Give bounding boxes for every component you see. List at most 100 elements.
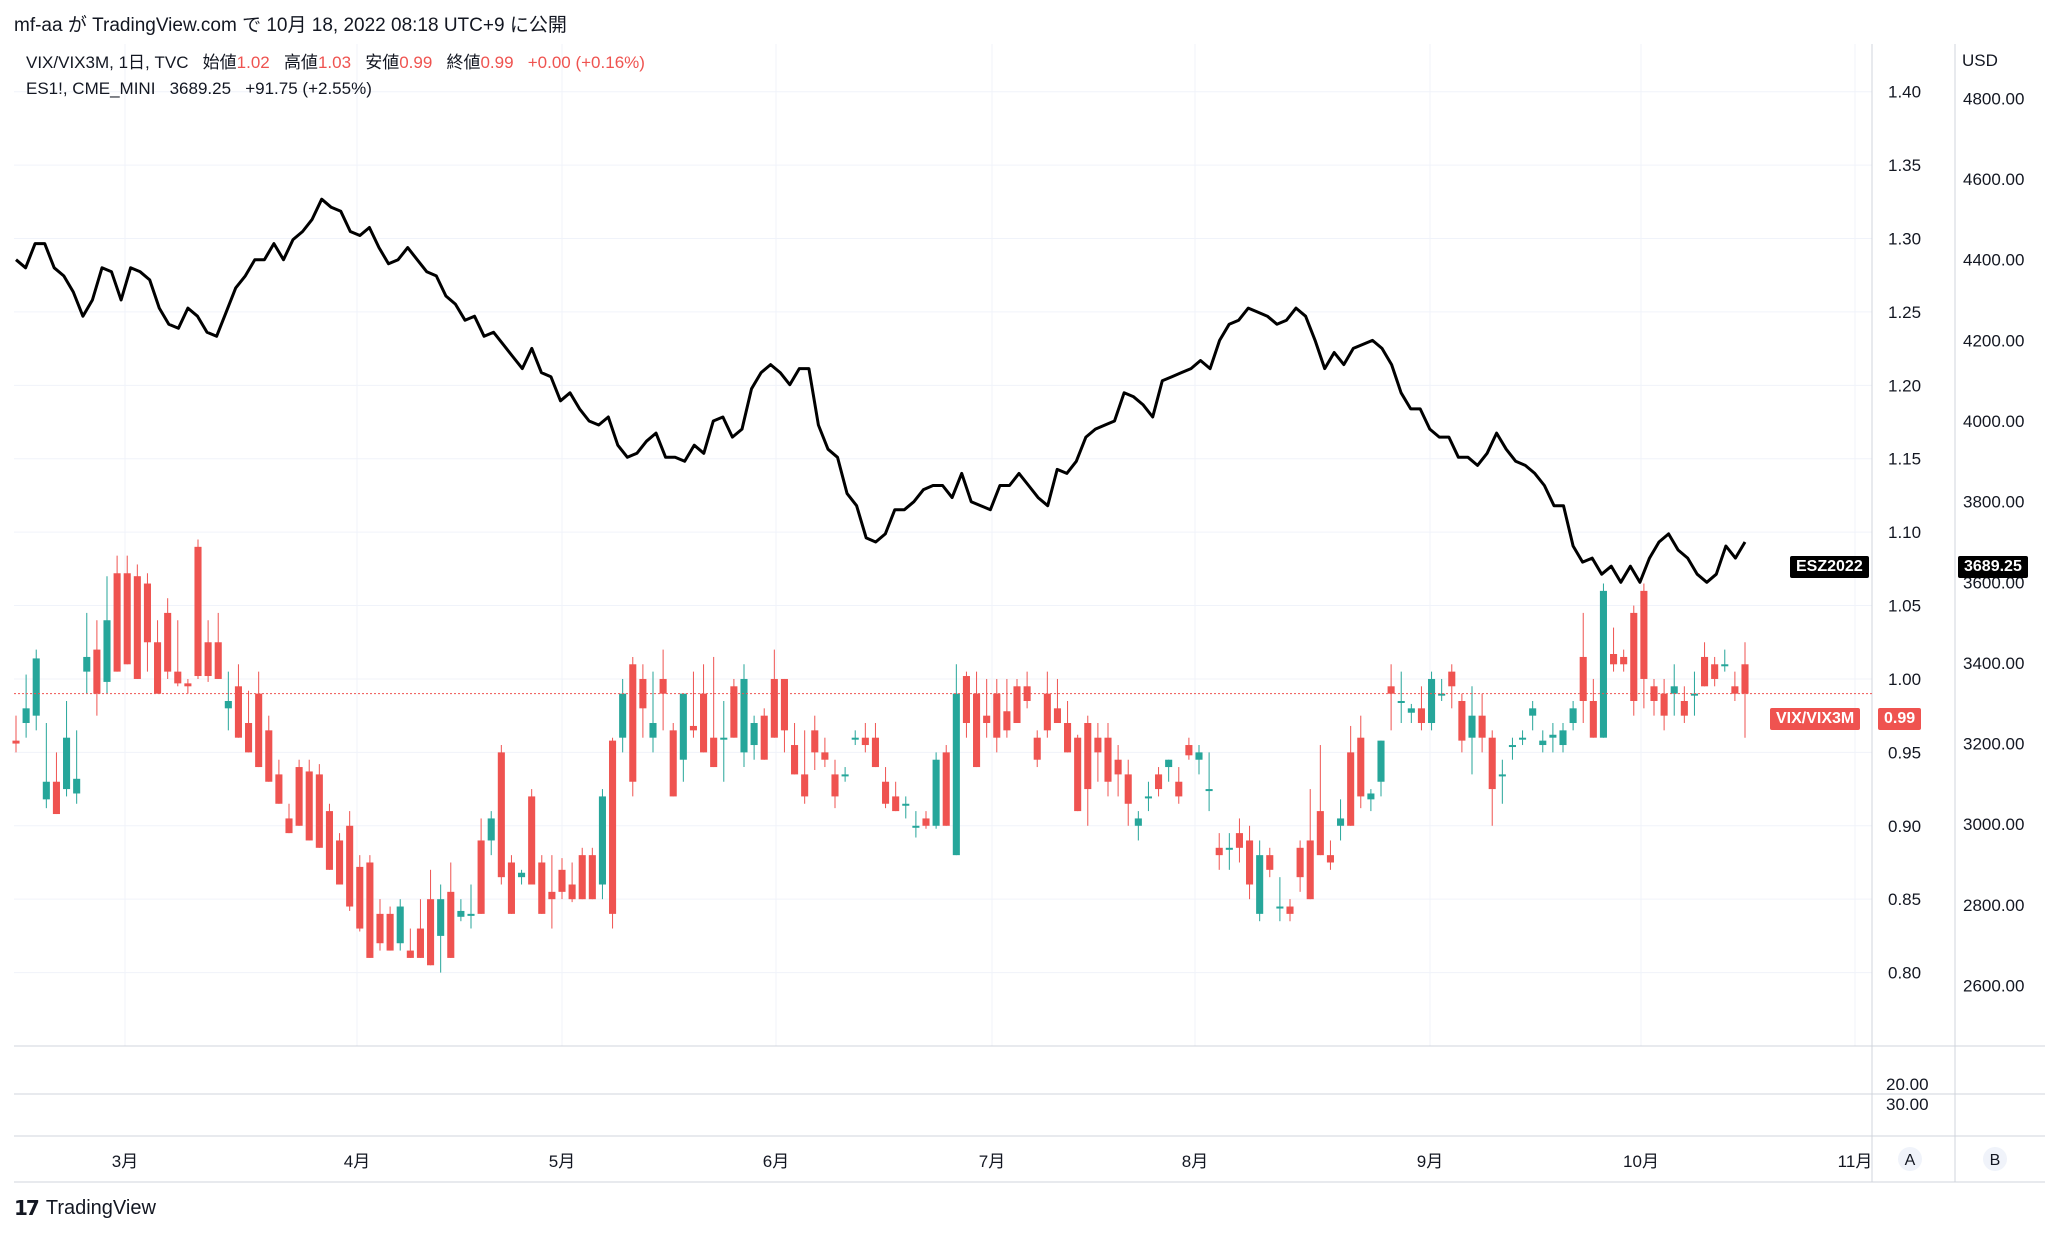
candle-body bbox=[942, 752, 950, 826]
candle bbox=[447, 862, 455, 958]
candle-body bbox=[821, 752, 829, 760]
scale-b-label[interactable]: B bbox=[1990, 1152, 2001, 1169]
candle-body bbox=[619, 693, 627, 738]
candle bbox=[1569, 700, 1577, 731]
candle-body bbox=[224, 700, 232, 709]
candle bbox=[750, 715, 758, 760]
candle-body bbox=[851, 737, 859, 740]
candle-body bbox=[83, 656, 91, 672]
candle bbox=[1438, 678, 1446, 701]
candle bbox=[346, 811, 354, 911]
candle-body bbox=[1579, 656, 1587, 701]
candle-body bbox=[1084, 723, 1092, 790]
candle bbox=[42, 723, 50, 809]
candle bbox=[851, 730, 859, 746]
legend-main-symbol[interactable]: VIX/VIX3M, 1日, TVC bbox=[26, 53, 189, 72]
ratio-tick-label: 0.80 bbox=[1888, 964, 1921, 983]
candle-body bbox=[1488, 737, 1496, 790]
candle bbox=[1367, 789, 1375, 812]
ratio-tick-label: 1.30 bbox=[1888, 230, 1921, 249]
tradingview-logo[interactable]: 17 TradingView bbox=[14, 1196, 156, 1220]
candle-body bbox=[1711, 664, 1719, 679]
price-tick-label: 2600.00 bbox=[1963, 977, 2024, 996]
candle bbox=[1458, 693, 1466, 753]
price-tick-label: 3000.00 bbox=[1963, 815, 2024, 834]
candle bbox=[558, 858, 566, 900]
candle-body bbox=[123, 573, 131, 665]
grid-lines bbox=[14, 44, 1872, 1046]
candle-body bbox=[427, 899, 435, 966]
candle-body bbox=[730, 686, 738, 738]
candle-body bbox=[952, 693, 960, 856]
candle bbox=[588, 847, 596, 900]
candle-body bbox=[1680, 700, 1688, 716]
candle-body bbox=[1074, 737, 1082, 812]
candle bbox=[1094, 723, 1102, 782]
time-tick-label: 10月 bbox=[1623, 1152, 1659, 1171]
candle bbox=[1620, 649, 1628, 672]
time-tick-label: 5月 bbox=[549, 1152, 575, 1171]
candle bbox=[1235, 818, 1243, 863]
candle bbox=[659, 649, 667, 731]
candle-body bbox=[578, 855, 586, 900]
candle-body bbox=[588, 855, 596, 900]
candle-body bbox=[1690, 693, 1698, 696]
candle bbox=[1306, 789, 1314, 900]
candle bbox=[922, 811, 930, 829]
candle bbox=[133, 564, 141, 679]
candle-body bbox=[346, 825, 354, 907]
time-axis-ticks: 3月 4月 5月 6月 7月 8月 9月 10月 11月 bbox=[112, 1152, 1873, 1171]
candle bbox=[103, 576, 111, 694]
candle-body bbox=[1539, 740, 1547, 746]
price-tick-label: 3600.00 bbox=[1963, 573, 2024, 592]
candle-body bbox=[1559, 730, 1567, 746]
time-tick-label: 8月 bbox=[1182, 1152, 1208, 1171]
candle bbox=[386, 906, 394, 951]
candle-body bbox=[1448, 671, 1456, 687]
candle bbox=[305, 759, 313, 841]
candle bbox=[234, 664, 242, 738]
candle-body bbox=[518, 872, 526, 878]
candle-body bbox=[63, 737, 71, 790]
candle-body bbox=[32, 658, 40, 716]
candle-body bbox=[1670, 686, 1678, 694]
candle-body bbox=[245, 723, 253, 753]
candle bbox=[1013, 678, 1021, 724]
candle bbox=[154, 620, 162, 694]
candle bbox=[1579, 612, 1587, 724]
candle-body bbox=[174, 671, 182, 684]
candle-body bbox=[1397, 700, 1405, 703]
price-tick-label: 4200.00 bbox=[1963, 331, 2024, 350]
candle bbox=[841, 767, 849, 782]
vix-symbol-tag: VIX/VIX3M bbox=[1770, 708, 1861, 730]
candle bbox=[1337, 799, 1345, 841]
scale-b-button[interactable] bbox=[1983, 1147, 2007, 1171]
candle-body bbox=[1185, 745, 1193, 756]
candle bbox=[1660, 678, 1668, 731]
scale-auto-button[interactable] bbox=[1898, 1147, 1922, 1171]
scale-auto-label[interactable]: A bbox=[1905, 1152, 1916, 1169]
candle-body bbox=[1043, 693, 1051, 731]
candle-body bbox=[811, 730, 819, 753]
candle bbox=[811, 715, 819, 770]
candle bbox=[123, 555, 131, 665]
legend-overlay-symbol[interactable]: ES1!, CME_MINI bbox=[26, 79, 156, 98]
candle-body bbox=[1529, 708, 1537, 716]
candle-body bbox=[973, 693, 981, 768]
candle-body bbox=[770, 678, 778, 738]
ratio-tick-label: 0.95 bbox=[1888, 743, 1921, 762]
tradingview-logo-icon: 17 bbox=[14, 1196, 40, 1220]
candle-body bbox=[396, 906, 404, 944]
candle-body bbox=[1428, 678, 1436, 724]
candle bbox=[22, 674, 30, 738]
candle-body bbox=[1347, 752, 1355, 826]
candle bbox=[184, 678, 192, 694]
candle-body bbox=[1003, 711, 1011, 731]
candle-body bbox=[1104, 737, 1112, 782]
candle bbox=[791, 723, 799, 775]
candle bbox=[1256, 840, 1264, 922]
candle bbox=[245, 690, 253, 753]
ratio-tick-label: 0.90 bbox=[1888, 817, 1921, 836]
price-axis-ticks: 2600.00 2800.00 3000.00 3200.00 3400.00 3600.… bbox=[1963, 89, 2024, 995]
